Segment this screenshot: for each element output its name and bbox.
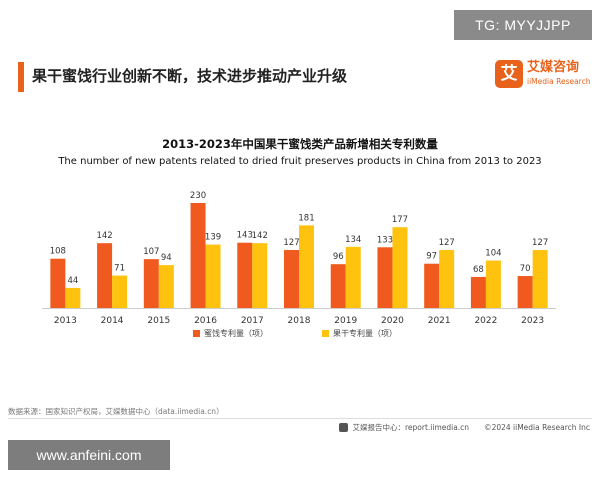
- bar-1-2018: [284, 250, 299, 308]
- data-label-2-2014: 71: [114, 264, 125, 274]
- bar-1-2020: [377, 247, 393, 308]
- x-tick-label-2016: 2016: [194, 316, 217, 326]
- data-label-1-2023: 70: [520, 264, 531, 274]
- bar-2-2017: [252, 243, 268, 308]
- x-tick-label-2023: 2023: [521, 316, 544, 326]
- data-label-1-2022: 68: [473, 265, 484, 275]
- data-label-1-2014: 142: [96, 231, 112, 241]
- bar-1-2016: [190, 203, 206, 308]
- bar-2-2020: [392, 227, 408, 308]
- bar-1-2021: [424, 263, 440, 308]
- data-label-1-2021: 97: [426, 252, 437, 262]
- page-title: 果干蜜饯行业创新不断，技术进步推动产业升级: [32, 67, 348, 85]
- footer-divider: [8, 418, 592, 419]
- bar-2-2013: [65, 287, 81, 308]
- logo-subtitle: iiMedia Research: [527, 77, 591, 86]
- data-label-1-2013: 108: [50, 247, 66, 257]
- data-label-2-2013: 44: [67, 276, 78, 286]
- data-label-1-2016: 230: [190, 191, 206, 201]
- x-tick-label-2015: 2015: [147, 316, 170, 326]
- legend-swatch-1: [193, 330, 200, 337]
- legend-label-2: 果干专利量（项）: [333, 328, 397, 338]
- watermark-bottom: www.anfeini.com: [8, 440, 170, 470]
- x-tick-label-2018: 2018: [288, 316, 311, 326]
- bar-1-2019: [330, 264, 346, 308]
- chart-title: 2013-2023年中国果干蜜饯类产品新增相关专利数量: [162, 137, 438, 151]
- bar-2-2016: [205, 244, 221, 308]
- data-label-1-2015: 107: [143, 247, 159, 257]
- watermark-top: TG: MYYJJPP: [454, 10, 592, 40]
- x-tick-label-2017: 2017: [241, 316, 264, 326]
- data-label-2-2022: 104: [485, 249, 501, 259]
- data-label-2-2019: 134: [345, 235, 361, 245]
- bar-2-2023: [532, 250, 548, 308]
- x-tick-label-2013: 2013: [54, 316, 77, 326]
- bar-1-2015: [143, 259, 159, 308]
- bar-2-2014: [112, 275, 128, 308]
- x-tick-label-2020: 2020: [381, 316, 404, 326]
- data-label-2-2020: 177: [392, 215, 408, 225]
- footer-credit: 艾媒报告中心：report.iimedia.cn ©2024 iiMedia R…: [339, 422, 590, 433]
- data-label-2-2016: 139: [205, 233, 221, 243]
- data-label-1-2017: 143: [237, 231, 253, 241]
- bar-2-2021: [439, 250, 455, 308]
- data-label-1-2018: 127: [283, 238, 299, 248]
- bar-1-2014: [97, 243, 113, 308]
- bar-2-2018: [299, 225, 314, 308]
- data-label-2-2023: 127: [532, 238, 548, 248]
- x-tick-label-2021: 2021: [428, 316, 451, 326]
- bar-2-2015: [158, 265, 174, 308]
- data-label-1-2020: 133: [377, 235, 393, 245]
- bar-1-2023: [517, 276, 533, 308]
- data-label-2-2021: 127: [439, 238, 455, 248]
- logo-name: 艾媒咨询: [527, 60, 580, 75]
- x-tick-label-2019: 2019: [334, 316, 357, 326]
- bar-2-2022: [485, 260, 501, 308]
- logo-mark: 艾: [495, 60, 523, 88]
- data-label-2-2018: 181: [298, 213, 314, 223]
- data-label-2-2015: 94: [161, 253, 172, 263]
- bar-1-2022: [470, 276, 486, 308]
- logo: 艾 艾媒咨询 iiMedia Research: [495, 60, 590, 92]
- bar-1-2013: [50, 258, 66, 308]
- legend-swatch-2: [322, 330, 329, 337]
- footer-credit-text: 艾媒报告中心：report.iimedia.cn ©2024 iiMedia R…: [352, 423, 590, 432]
- bar-2-2019: [345, 246, 361, 308]
- data-label-2-2017: 142: [252, 231, 268, 241]
- data-label-1-2019: 96: [333, 252, 344, 262]
- chart-subtitle: The number of new patents related to dri…: [58, 156, 542, 167]
- header-accent-bar: [18, 62, 24, 92]
- data-source: 数据来源：国家知识产权局，艾媒数据中心（data.iimedia.cn）: [8, 407, 224, 416]
- bar-1-2017: [237, 242, 253, 308]
- report-icon: [339, 423, 349, 432]
- x-tick-label-2022: 2022: [474, 316, 497, 326]
- x-tick-label-2014: 2014: [101, 316, 124, 326]
- legend-label-1: 蜜饯专利量（项）: [204, 328, 268, 338]
